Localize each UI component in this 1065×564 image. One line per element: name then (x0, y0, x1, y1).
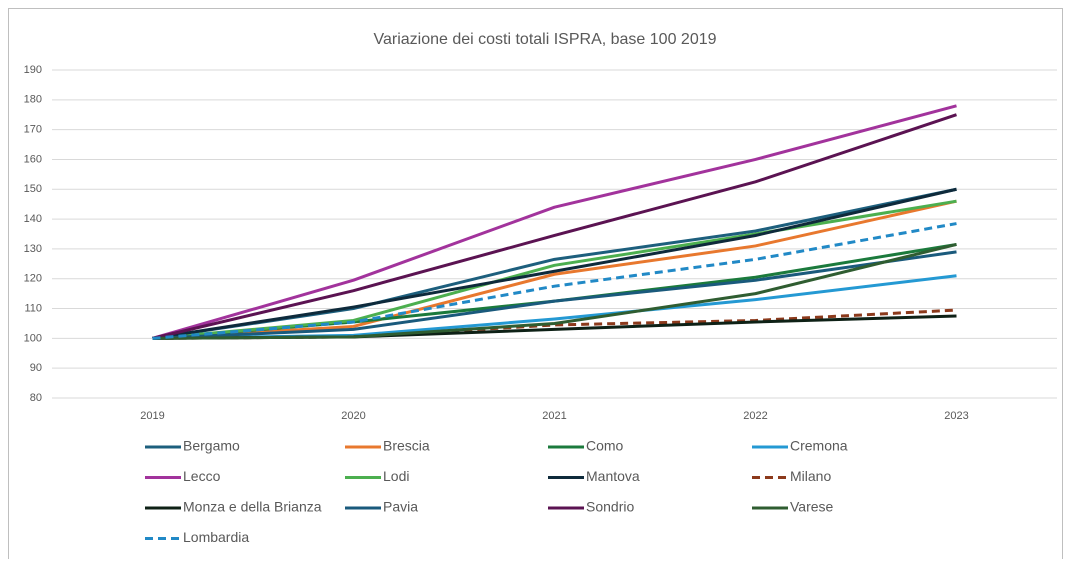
legend-label: Lecco (183, 468, 221, 484)
legend-label: Sondrio (586, 499, 634, 515)
legend-label: Lombardia (183, 529, 249, 545)
series-line (152, 187, 957, 340)
series-line (152, 250, 957, 340)
y-tick-label: 80 (30, 392, 42, 404)
series-line (152, 113, 957, 340)
legend-label: Pavia (383, 499, 418, 515)
x-tick-label: 2019 (140, 410, 164, 422)
y-tick-label: 120 (24, 273, 42, 285)
legend-label: Lodi (383, 468, 409, 484)
y-tick-label: 100 (24, 332, 42, 344)
chart-title: Variazione dei costi totali ISPRA, base … (373, 31, 716, 48)
y-tick-label: 180 (24, 94, 42, 106)
x-tick-label: 2020 (341, 410, 365, 422)
x-tick-label: 2021 (542, 410, 566, 422)
series-line (152, 199, 957, 340)
y-tick-label: 170 (24, 124, 42, 136)
series-line (152, 104, 957, 340)
y-tick-label: 150 (24, 183, 42, 195)
legend-label: Monza e della Brianza (183, 499, 322, 515)
x-tick-label: 2022 (743, 410, 767, 422)
legend-label: Milano (790, 468, 831, 484)
legend-label: Cremona (790, 438, 848, 454)
y-tick-label: 160 (24, 153, 42, 165)
chart-frame (8, 8, 1063, 564)
series-line (152, 222, 957, 340)
x-tick-label: 2023 (944, 410, 968, 422)
series-line (152, 242, 957, 340)
legend-label: Brescia (383, 438, 430, 454)
legend-label: Mantova (586, 468, 640, 484)
legend-label: Bergamo (183, 438, 240, 454)
y-tick-label: 140 (24, 213, 42, 225)
y-tick-label: 110 (24, 302, 42, 314)
legend-label: Como (586, 438, 624, 454)
y-tick-label: 130 (24, 243, 42, 255)
legend-label: Varese (790, 499, 834, 515)
y-tick-label: 190 (24, 64, 42, 76)
y-tick-label: 90 (30, 362, 42, 374)
